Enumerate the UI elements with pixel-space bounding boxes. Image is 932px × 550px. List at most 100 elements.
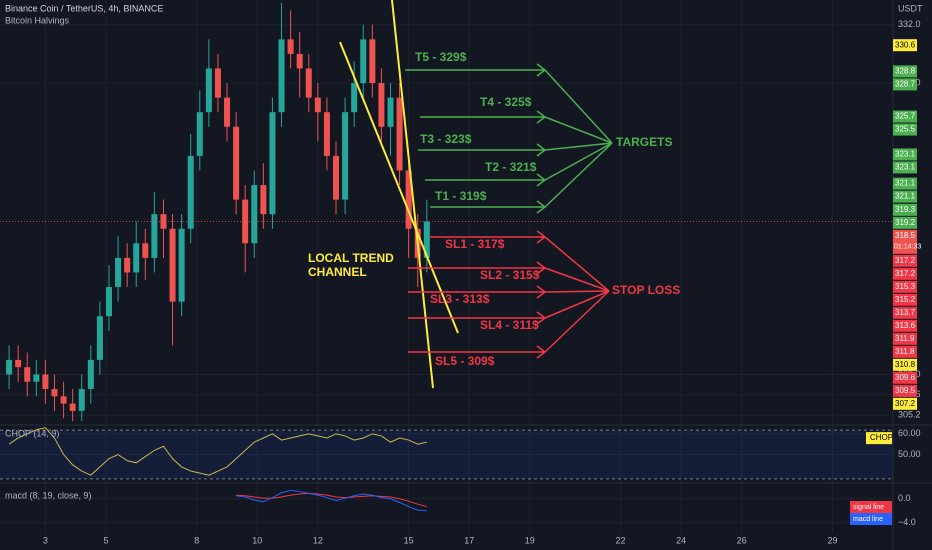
price-tag-label: 311.8 — [895, 347, 915, 356]
x-tick-label: 26 — [737, 535, 747, 545]
candle-body — [151, 214, 158, 258]
price-tag — [893, 293, 917, 306]
price-tag-label: 311.9 — [895, 334, 915, 343]
channel-label: CHANNEL — [308, 265, 367, 279]
price-tag — [893, 161, 917, 174]
price-tag — [893, 345, 917, 358]
candle-body — [224, 97, 231, 127]
trend-line — [391, 0, 434, 389]
y-tick-label: 305.2 — [898, 410, 921, 420]
candle-body — [6, 359, 13, 375]
price-tag — [893, 203, 917, 216]
stop-label: SL4 - 311$ — [480, 318, 539, 332]
trend-channel — [339, 0, 459, 389]
price-tag-label: 328.8 — [895, 67, 916, 76]
candle-body — [260, 185, 267, 215]
stop-label: SL5 - 309$ — [435, 354, 495, 368]
price-tag-label: 319.3 — [895, 205, 916, 214]
candle-body — [423, 221, 430, 258]
x-tick-label: 8 — [194, 535, 199, 545]
countdown: 01:14:33 — [894, 244, 921, 251]
candle-body — [333, 155, 340, 200]
x-tick-label: 10 — [252, 535, 262, 545]
price-tag-label: 330.6 — [895, 40, 916, 49]
candle-body — [96, 316, 103, 360]
legend-swatch — [850, 513, 892, 525]
price-tag — [893, 254, 917, 267]
series-line — [236, 492, 427, 508]
stop-label: SL3 - 313$ — [430, 292, 490, 306]
price-tag — [893, 384, 917, 397]
pane-title: CHOP (14, 9) — [5, 428, 59, 438]
price-tag — [893, 123, 917, 136]
candle-body — [342, 112, 349, 200]
price-tag — [893, 39, 917, 52]
candle-body — [142, 243, 149, 258]
candle-body — [105, 287, 112, 317]
price-tag-label: 309.5 — [895, 386, 916, 395]
price-tag-label: 307.2 — [895, 399, 916, 408]
last-price-tag — [893, 229, 917, 254]
target-label: T4 - 325$ — [480, 95, 532, 109]
candle-body — [205, 68, 212, 113]
candle-body — [269, 112, 276, 215]
x-tick-label: 5 — [103, 535, 108, 545]
price-tag — [893, 78, 917, 91]
price-tag — [893, 280, 917, 293]
x-tick-label: 24 — [676, 535, 686, 545]
price-tag-label: 323.1 — [895, 163, 916, 172]
target-label: T5 - 329$ — [415, 50, 467, 64]
price-tag — [893, 216, 917, 229]
price-tag-label: 309.6 — [895, 373, 916, 382]
trend-line — [339, 41, 459, 334]
x-tick-label: 29 — [827, 535, 837, 545]
candle-body — [196, 112, 203, 156]
target-lines — [405, 63, 613, 214]
target-arrows — [544, 69, 613, 208]
x-tick-label: 15 — [404, 535, 414, 545]
candle-body — [124, 257, 131, 273]
legend-swatch — [850, 501, 892, 513]
candle-body — [42, 374, 49, 390]
price-tag-label: 317.2 — [895, 269, 916, 278]
candle-body — [233, 126, 240, 200]
price-tag-label: 313.6 — [895, 321, 916, 330]
series-line — [8, 427, 427, 476]
candle-body — [51, 389, 58, 397]
y-axis-label: USDT — [898, 3, 923, 13]
series-line — [236, 489, 427, 512]
chart-subtitle: Bitcoin Halvings — [5, 15, 70, 25]
indicator-tag-label: CHOP — [870, 433, 893, 442]
target-label: T1 - 319$ — [435, 189, 487, 203]
last-price-tag-label: 318.5 — [895, 231, 916, 240]
x-tick-label: 19 — [525, 535, 535, 545]
candle-body — [351, 83, 358, 113]
pane-title: macd (8, 19, close, 9) — [5, 490, 92, 500]
stop-label: SL2 - 315$ — [480, 268, 540, 282]
price-tag — [893, 177, 917, 190]
candle-body — [251, 185, 258, 244]
price-tag — [893, 397, 917, 410]
targets-label: TARGETS — [616, 135, 672, 149]
price-tag — [893, 306, 917, 319]
candle-body — [60, 396, 67, 404]
price-tag — [893, 267, 917, 280]
x-tick-label: 17 — [464, 535, 474, 545]
price-tag-label: 319.2 — [895, 218, 916, 227]
candle-body — [369, 39, 376, 84]
channel-label: LOCAL TREND — [308, 251, 394, 265]
price-tag — [893, 65, 917, 78]
candle-body — [314, 97, 321, 113]
candle-body — [405, 170, 412, 229]
stops-label: STOP LOSS — [612, 283, 680, 297]
candle-body — [287, 39, 294, 54]
candle-body — [360, 39, 367, 84]
band — [0, 430, 893, 479]
target-label: T2 - 321$ — [485, 160, 537, 174]
price-tag-label: 317.2 — [895, 256, 916, 265]
price-tag — [893, 190, 917, 203]
price-tag-label: 323.1 — [895, 150, 916, 159]
